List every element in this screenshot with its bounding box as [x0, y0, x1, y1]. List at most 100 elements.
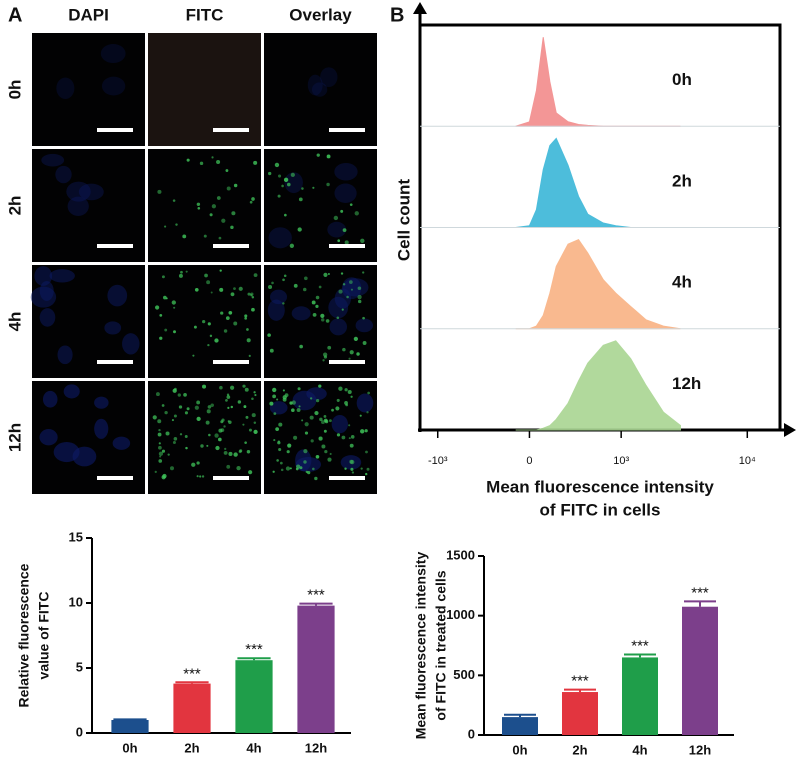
granule [269, 348, 274, 353]
granule [278, 174, 282, 178]
nucleus [267, 299, 285, 321]
granule [301, 187, 304, 190]
granule [201, 475, 205, 478]
nucleus [334, 288, 352, 309]
column-header: DAPI [68, 5, 109, 24]
granule [289, 243, 295, 248]
nucleus [94, 396, 109, 409]
micrograph [264, 33, 377, 146]
granule [246, 328, 249, 331]
granule [282, 397, 287, 402]
granule [154, 470, 157, 474]
nucleus [34, 266, 53, 286]
granule [155, 305, 160, 310]
granule [196, 202, 201, 207]
granule [236, 465, 241, 471]
granule [197, 206, 201, 210]
granule [173, 330, 176, 334]
granule [271, 281, 274, 285]
granule [223, 425, 226, 428]
granule [269, 401, 274, 406]
granule [282, 278, 285, 282]
y-tick-label: 1500 [446, 547, 475, 562]
granule [305, 470, 309, 474]
granule [274, 162, 280, 168]
nucleus [331, 414, 348, 434]
granule [220, 311, 224, 315]
granule [194, 405, 199, 410]
nucleus [284, 172, 303, 194]
granule [225, 316, 230, 320]
granule [323, 272, 328, 277]
granule [164, 410, 168, 415]
granule [344, 388, 348, 392]
granule [276, 459, 279, 462]
nucleus [355, 318, 374, 333]
nucleus [269, 401, 288, 415]
granule [172, 199, 176, 202]
nucleus [329, 318, 348, 336]
granule [219, 287, 224, 292]
x-tick-label: 4h [632, 742, 647, 757]
micrograph [32, 149, 145, 262]
significance-label: *** [307, 587, 325, 604]
granule [233, 321, 238, 326]
bar-chart: 0 500 1000 1500 Mean fluorescence intensity o… [413, 547, 734, 757]
granule [244, 314, 248, 318]
granule [360, 238, 365, 243]
granule [202, 384, 207, 389]
nucleus [100, 43, 126, 64]
panel-label: B [390, 4, 404, 26]
granule [158, 442, 161, 445]
granule [157, 419, 162, 424]
granule [161, 449, 166, 453]
nucleus [334, 162, 358, 181]
histogram-area [515, 37, 681, 127]
granule [323, 355, 328, 359]
granule [276, 398, 279, 401]
granule [245, 415, 249, 419]
row-label: 4h [5, 312, 24, 332]
nucleus [306, 387, 327, 401]
granule [344, 467, 347, 470]
scale-bar [213, 244, 249, 248]
granule [215, 445, 220, 451]
scale-bar [329, 128, 365, 132]
granule [193, 325, 197, 329]
y-tick-label: 500 [453, 667, 475, 682]
granule [298, 405, 301, 408]
lane-label: 2h [672, 171, 692, 190]
granule [350, 395, 353, 398]
granule [342, 283, 346, 286]
nucleus [270, 289, 288, 305]
granule [210, 291, 213, 294]
y-tick-label: 5 [76, 659, 83, 674]
granule [345, 403, 349, 407]
granule [318, 436, 323, 441]
granule [184, 435, 188, 438]
error-bar [175, 681, 209, 684]
granule [199, 475, 202, 478]
granule [224, 447, 227, 451]
granule [296, 464, 301, 469]
granule [196, 416, 201, 421]
granule [272, 387, 277, 393]
granule [251, 413, 256, 418]
nucleus [320, 67, 338, 88]
granule [366, 411, 369, 414]
granule [253, 391, 256, 394]
granule [278, 422, 283, 427]
granule [253, 421, 257, 424]
granule [248, 354, 251, 357]
granule [326, 182, 330, 187]
granule [230, 225, 234, 230]
granule [216, 196, 221, 200]
granule [157, 432, 162, 437]
bar [682, 606, 718, 735]
micrograph [148, 381, 261, 494]
granule [309, 397, 313, 400]
granule [220, 420, 224, 424]
granule [163, 295, 167, 300]
granule [206, 444, 209, 447]
granule [299, 466, 303, 470]
